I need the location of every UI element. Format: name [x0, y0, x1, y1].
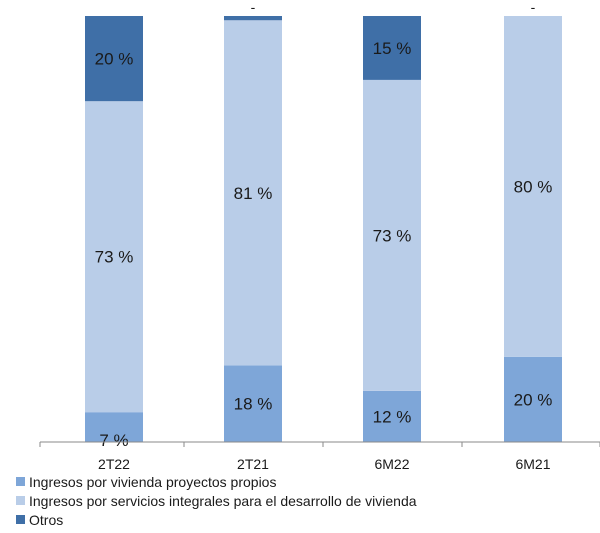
bar-segment-6M21-0 [504, 356, 562, 442]
category-label-6M21: 6M21 [515, 456, 550, 470]
bar-segment-6M21-1 [504, 16, 562, 357]
legend-swatch-others [16, 515, 25, 524]
segment-label-6M22-1: 73 % [373, 226, 412, 245]
segment-label-2T22-1: 73 % [95, 248, 134, 267]
legend-swatch-integral-services [16, 496, 25, 505]
legend: Ingresos por vivienda proyectos propios … [16, 472, 417, 529]
bar-segment-6M22-2 [363, 16, 421, 80]
legend-item-others: Otros [16, 510, 417, 529]
category-label-2T21: 2T21 [237, 456, 269, 470]
segment-label-2T21-2: - [251, 0, 256, 15]
segment-label-6M21-2: - [531, 0, 536, 15]
category-labels-group: 2T22 2T21 6M22 6M21 [98, 456, 551, 470]
stacked-bar-chart: 7 % 73 % 20 % 18 % 81 % - 12 % 73 % 15 % 20 % 80 %… [39, 0, 600, 470]
segment-label-2T22-2: 20 % [95, 50, 134, 69]
x-ticks-group [39, 442, 600, 447]
bar-segment-2T22-0 [85, 412, 143, 442]
legend-label-integral-services: Ingresos por servicios integrales para e… [29, 492, 417, 509]
segment-label-6M21-0: 20 % [514, 390, 553, 409]
legend-label-others: Otros [29, 511, 64, 528]
bar-segment-2T21-0 [224, 365, 282, 442]
legend-item-integral-services: Ingresos por servicios integrales para e… [16, 491, 417, 510]
segment-label-6M22-0: 12 % [373, 407, 412, 426]
segment-label-6M21-1: 80 % [514, 177, 553, 196]
segment-label-2T21-1: 81 % [234, 184, 273, 203]
bar-segment-2T21-2 [224, 16, 282, 21]
legend-item-own-housing: Ingresos por vivienda proyectos propios [16, 472, 417, 491]
category-label-2T22: 2T22 [98, 456, 130, 470]
segment-labels-group: 7 % 73 % 20 % 18 % 81 % - 12 % 73 % 15 % 20 % 80 %… [95, 0, 553, 450]
segment-label-6M22-2: 15 % [373, 39, 412, 58]
bars-group [85, 16, 562, 442]
segment-label-2T21-0: 18 % [234, 395, 273, 414]
bar-segment-6M22-0 [363, 390, 421, 442]
segment-label-2T22-0: 7 % [99, 431, 128, 450]
bar-segment-2T22-1 [85, 101, 143, 413]
bar-segment-6M22-1 [363, 79, 421, 391]
legend-label-own-housing: Ingresos por vivienda proyectos propios [29, 473, 277, 490]
bar-segment-2T22-2 [85, 16, 143, 102]
legend-swatch-own-housing [16, 477, 25, 486]
category-label-6M22: 6M22 [374, 456, 409, 470]
bar-segment-2T21-1 [224, 20, 282, 366]
